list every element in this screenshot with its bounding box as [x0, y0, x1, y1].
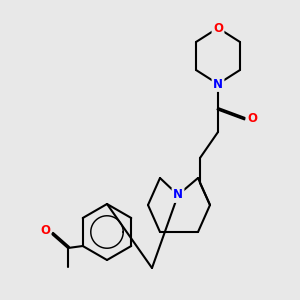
Text: O: O — [247, 112, 257, 124]
Text: N: N — [173, 188, 183, 202]
Text: N: N — [213, 77, 223, 91]
Text: O: O — [40, 224, 50, 236]
Text: O: O — [213, 22, 223, 34]
